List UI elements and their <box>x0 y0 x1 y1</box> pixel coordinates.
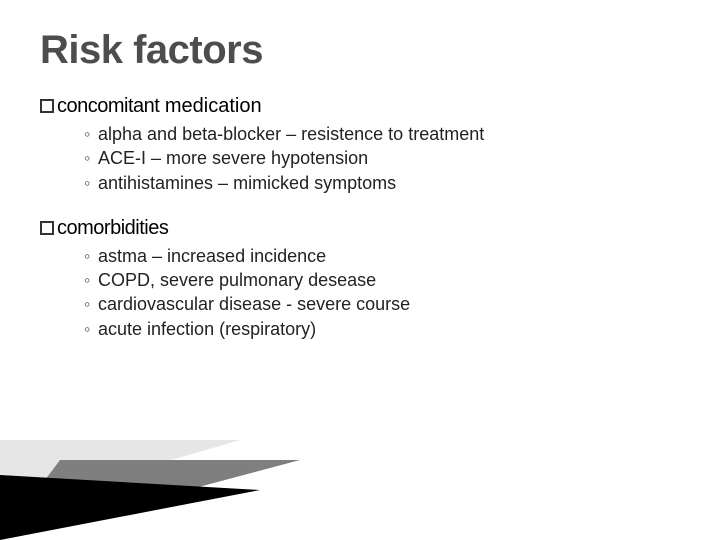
slide: Risk factors concomitant medication alph… <box>0 0 720 540</box>
corner-decoration-icon <box>0 420 360 540</box>
list-item: antihistamines – mimicked symptoms <box>84 171 680 195</box>
section-heading-2-first: comorbidities <box>57 217 168 239</box>
decor-tri-front <box>0 475 260 540</box>
square-bullet-icon <box>40 99 54 113</box>
section-heading-1-first: concomitant <box>57 95 159 117</box>
section-heading-1: concomitant medication <box>40 95 680 118</box>
decor-tri-back <box>0 440 240 510</box>
list-item: alpha and beta-blocker – resistence to t… <box>84 122 680 146</box>
section-heading-1-rest: medication <box>159 95 261 117</box>
slide-title: Risk factors <box>40 28 680 73</box>
square-bullet-icon <box>40 221 54 235</box>
list-item: astma – increased incidence <box>84 244 680 268</box>
list-item: ACE-I – more severe hypotension <box>84 146 680 170</box>
section-2-list: astma – increased incidence COPD, severe… <box>40 244 680 341</box>
section-1-list: alpha and beta-blocker – resistence to t… <box>40 122 680 195</box>
section-heading-2: comorbidities <box>40 217 680 240</box>
list-item: cardiovascular disease - severe course <box>84 292 680 316</box>
list-item: acute infection (respiratory) <box>84 317 680 341</box>
list-item: COPD, severe pulmonary desease <box>84 268 680 292</box>
decor-tri-mid <box>0 460 300 540</box>
